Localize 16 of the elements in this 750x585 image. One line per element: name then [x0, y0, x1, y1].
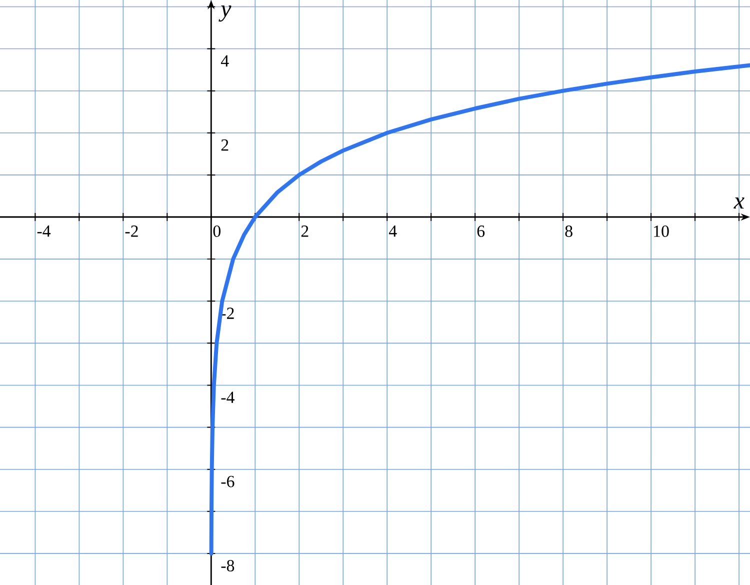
- y-tick-label: -2: [221, 308, 234, 319]
- y-tick-label: -4: [221, 392, 234, 403]
- x-tick-label: -2: [125, 226, 138, 237]
- x-tick-label: 0: [213, 226, 220, 237]
- y-tick-label: -6: [221, 476, 234, 488]
- x-tick-label: 4: [388, 226, 397, 237]
- x-tick-label: 10: [654, 226, 669, 237]
- x-tick-label: 6: [477, 226, 485, 237]
- x-tick-label: -4: [37, 226, 51, 237]
- y-axis-title: y: [218, 6, 232, 22]
- y-tick-label: 4: [220, 55, 229, 66]
- y-tick-label: 2: [221, 139, 228, 151]
- y-tick-label: -8: [221, 560, 234, 572]
- x-tick-label: 8: [565, 226, 572, 237]
- x-axis-title: x: [734, 198, 744, 209]
- x-tick-label: 2: [301, 226, 308, 237]
